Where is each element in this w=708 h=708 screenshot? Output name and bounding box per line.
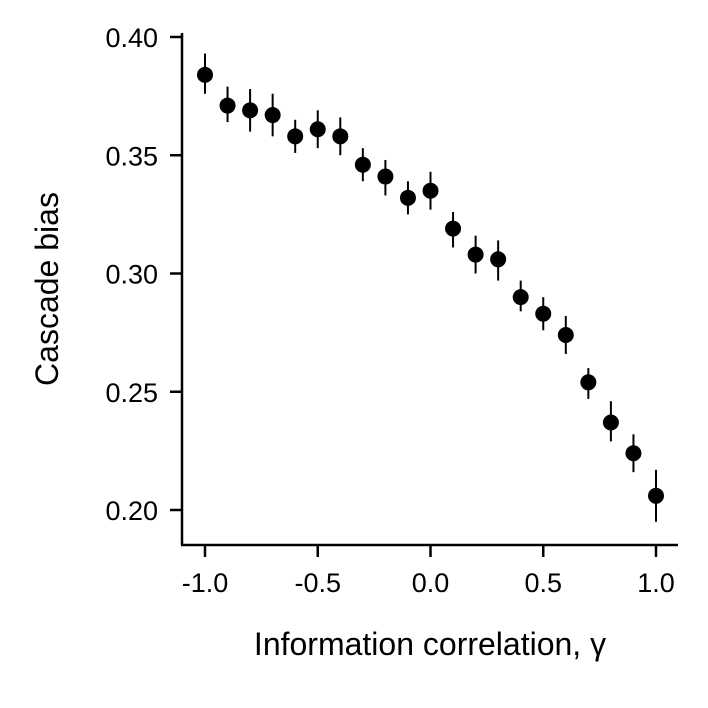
- data-point: [625, 445, 642, 462]
- data-point: [287, 128, 304, 145]
- data-point: [264, 107, 281, 124]
- y-tick-label: 0.40: [105, 23, 158, 53]
- x-tick-label: 1.0: [637, 568, 675, 598]
- y-tick-label: 0.20: [105, 496, 158, 526]
- x-tick-label: -0.5: [294, 568, 341, 598]
- x-tick-label: 0.0: [412, 568, 450, 598]
- data-point: [197, 66, 213, 83]
- x-tick-label: 0.5: [524, 568, 562, 598]
- data-point: [557, 326, 574, 343]
- data-point: [219, 97, 236, 114]
- data-point: [490, 251, 507, 268]
- data-point: [445, 220, 462, 237]
- data-point: [422, 182, 439, 199]
- x-axis-title: Information correlation, γ: [254, 626, 606, 662]
- y-ticks: 0.20 0.25 0.30 0.35 0.40: [105, 23, 182, 526]
- data-point: [354, 156, 371, 173]
- data-point: [399, 189, 416, 206]
- y-axis-title: Cascade bias: [29, 192, 65, 386]
- data-point: [377, 168, 394, 185]
- data-point: [309, 121, 326, 138]
- data-point: [580, 374, 597, 391]
- data-points: [197, 53, 664, 522]
- data-point: [512, 289, 529, 306]
- y-tick-label: 0.35: [105, 141, 158, 171]
- data-point: [535, 305, 552, 322]
- data-point: [648, 487, 664, 504]
- x-ticks: -1.0 -0.5 0.0 0.5 1.0: [182, 545, 675, 598]
- y-tick-label: 0.25: [105, 378, 158, 408]
- data-point: [332, 128, 349, 145]
- y-tick-label: 0.30: [105, 260, 158, 290]
- data-point: [602, 414, 619, 431]
- x-tick-label: -1.0: [182, 568, 229, 598]
- data-point: [242, 102, 259, 119]
- data-point: [467, 246, 484, 263]
